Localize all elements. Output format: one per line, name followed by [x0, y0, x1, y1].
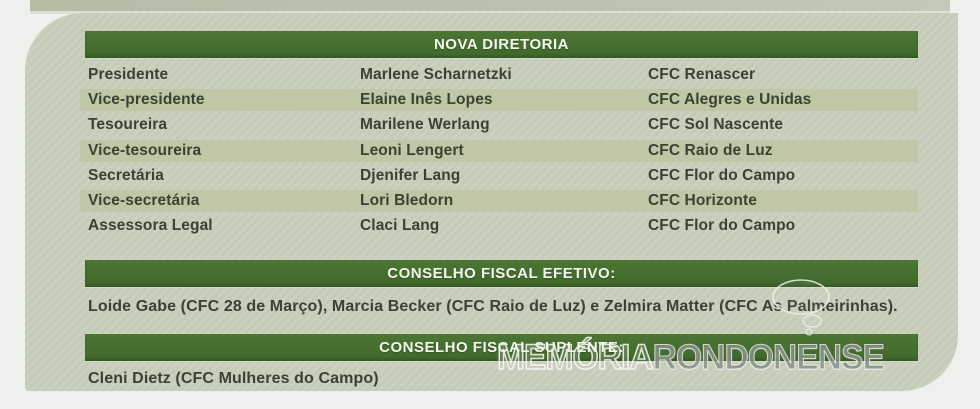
row-name: Marlene Scharnetzki	[360, 65, 512, 83]
row-name: Elaine Inês Lopes	[360, 90, 493, 108]
row-club: CFC Flor do Campo	[648, 166, 796, 184]
row-name: Claci Lang	[360, 217, 440, 235]
table-title: NOVA DIRETORIA	[433, 36, 570, 53]
table-row: Tesoureira Marilene Werlang CFC Sol Nasc…	[80, 113, 918, 138]
table-row: Vice-tesoureira Leoni Lengert CFC Raio d…	[80, 137, 918, 164]
table-row: Vice-presidente Elaine Inês Lopes CFC Al…	[80, 87, 918, 113]
directorate-card: NOVA DIRETORIA Presidente Marlene Scharn…	[25, 13, 958, 391]
table-header-bar: NOVA DIRETORIA	[85, 31, 918, 58]
row-position: Assessora Legal	[88, 217, 213, 235]
row-position: Vice-tesoureira	[88, 141, 202, 159]
fiscal-suplente-members: Cleni Dietz (CFC Mulheres do Campo)	[88, 370, 379, 387]
fiscal-efetivo-title: CONSELHO FISCAL EFETIVO:	[387, 265, 616, 282]
fiscal-efetivo-header-bar: CONSELHO FISCAL EFETIVO:	[85, 260, 918, 287]
row-position: Tesoureira	[88, 116, 168, 134]
row-position: Presidente	[88, 65, 169, 83]
table-row: Assessora Legal Claci Lang CFC Flor do C…	[80, 214, 918, 239]
table-row: Vice-secretária Lori Bledorn CFC Horizon…	[80, 188, 918, 214]
fiscal-suplente-title: CONSELHO FISCAL SUPLENTE:	[379, 339, 624, 356]
row-name: Djenifer Lang	[360, 166, 461, 184]
row-position: Vice-presidente	[88, 90, 205, 108]
fiscal-suplente-header-bar: CONSELHO FISCAL SUPLENTE:	[85, 334, 918, 361]
directorate-table: Presidente Marlene Scharnetzki CFC Renas…	[80, 62, 918, 239]
row-club: CFC Flor do Campo	[648, 217, 796, 235]
cutoff-element-above	[30, 0, 950, 11]
row-name: Lori Bledorn	[360, 192, 454, 210]
row-name: Leoni Lengert	[360, 141, 464, 159]
row-club: CFC Horizonte	[648, 192, 757, 210]
row-club: CFC Sol Nascente	[648, 116, 784, 134]
strip-gap	[30, 11, 950, 14]
row-club: CFC Renascer	[648, 65, 756, 83]
table-row: Secretária Djenifer Lang CFC Flor do Cam…	[80, 163, 918, 188]
row-name: Marilene Werlang	[360, 116, 490, 134]
row-club: CFC Raio de Luz	[648, 141, 773, 159]
table-row: Presidente Marlene Scharnetzki CFC Renas…	[80, 62, 918, 87]
fiscal-efetivo-members: Loide Gabe (CFC 28 de Março), Marcia Bec…	[88, 298, 898, 315]
row-club: CFC Alegres e Unidas	[648, 90, 812, 108]
row-position: Vice-secretária	[88, 192, 200, 210]
row-position: Secretária	[88, 166, 164, 184]
